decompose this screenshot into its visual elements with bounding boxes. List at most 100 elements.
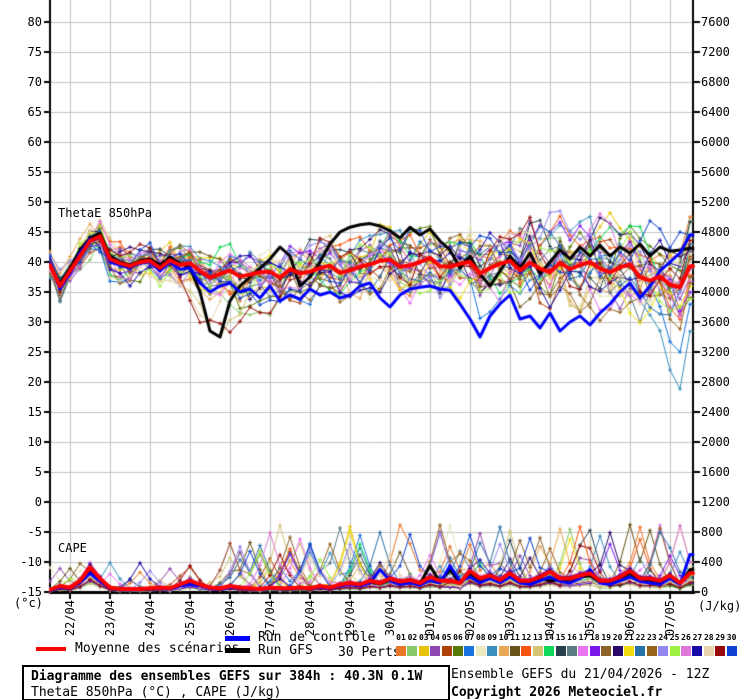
perturbation-number: 30 (726, 633, 737, 642)
y-right-tick-label: 6400 (701, 105, 730, 119)
perturbation-color-swatch (624, 646, 634, 656)
y-right-tick-label: 1200 (701, 495, 730, 509)
ensemble-spaghetti-chart (0, 0, 740, 604)
y-right-tick-label: 800 (701, 525, 723, 539)
legend-control-line-swatch (225, 636, 250, 641)
cape-series-label: CAPE (58, 541, 87, 555)
y-right-tick-label: 4400 (701, 255, 730, 269)
perturbation-color-swatch (532, 646, 543, 656)
perturbation-number: 21 (624, 633, 634, 642)
x-tick-label: 03/05 (503, 600, 517, 637)
perturbation-number: 02 (407, 633, 418, 642)
perturbation-number: 26 (681, 633, 691, 642)
perturbation-number: 17 (578, 633, 589, 642)
perturbation-number: 29 (715, 633, 725, 642)
copyright-text: Copyright 2026 Meteociel.fr (451, 685, 663, 700)
y-right-tick-label: 4800 (701, 225, 730, 239)
perturbation-number: 27 (692, 633, 703, 642)
y-right-tick-label: 400 (701, 555, 723, 569)
perturbation-number: 25 (669, 633, 680, 642)
y-right-tick-label: 5200 (701, 195, 730, 209)
y-right-tick-label: 6000 (701, 135, 730, 149)
perturbation-color-swatch (646, 646, 657, 656)
perturbation-number: 13 (532, 633, 543, 642)
y-right-unit-label: (J/kg) (698, 599, 740, 613)
perturbation-number: 05 (441, 633, 452, 642)
perturbation-number: 24 (658, 633, 668, 642)
x-tick-label: 07/05 (663, 600, 677, 637)
y-left-unit-label: (°c) (14, 596, 43, 610)
perturbation-number: 23 (646, 633, 657, 642)
perturbation-color-swatch (396, 646, 406, 656)
perturbation-color-swatch (544, 646, 555, 656)
perturbation-color-swatch (715, 646, 726, 656)
perturbation-number: 20 (612, 633, 623, 642)
y-right-tick-label: 5600 (701, 165, 730, 179)
perturbation-number: 19 (601, 633, 611, 642)
legend-mean-label: Moyenne des scénarios (75, 641, 240, 656)
perturbation-color-swatch (464, 646, 475, 656)
perturbation-color-swatch (487, 646, 498, 656)
perturbation-number: 10 (498, 633, 509, 642)
perturbation-color-swatch (555, 646, 566, 656)
perturbation-number: 16 (567, 633, 577, 642)
y-left-tick-label: 75 (27, 45, 42, 59)
y-right-tick-label: 7200 (701, 45, 730, 59)
y-right-tick-label: 1600 (701, 465, 730, 479)
x-tick-label: 25/04 (183, 600, 197, 637)
perturbation-number: 22 (635, 633, 646, 642)
perturbation-color-swatch (692, 646, 703, 656)
legend-mean-line-swatch (36, 647, 66, 651)
y-left-tick-label: 5 (34, 465, 42, 479)
perturbation-color-swatch (589, 646, 600, 656)
legend-perturbations-label: 30 Perts. (338, 645, 409, 660)
y-right-tick-label: 4000 (701, 285, 730, 299)
legend-control-label: Run de contrôle (258, 630, 376, 645)
perturbation-color-swatch (567, 646, 577, 656)
y-left-tick-label: 65 (27, 105, 42, 119)
perturbation-color-swatch (726, 646, 737, 656)
thetae-series-label: ThetaE 850hPa (58, 206, 152, 220)
legend-gfs-line-swatch (225, 648, 250, 653)
y-left-tick-label: 25 (27, 345, 42, 359)
perturbation-color-swatch (669, 646, 680, 656)
y-left-tick-label: 55 (27, 165, 42, 179)
y-left-tick-label: 10 (27, 435, 42, 449)
perturbation-color-swatch (601, 646, 612, 656)
perturbation-number: 07 (464, 633, 475, 642)
y-left-tick-label: 20 (27, 375, 42, 389)
legend-gfs-label: Run GFS (258, 643, 313, 658)
y-right-tick-label: 0 (701, 585, 709, 599)
perturbation-number: 12 (521, 633, 532, 642)
perturbation-color-swatch (453, 646, 463, 656)
x-tick-label: 23/04 (103, 600, 117, 637)
x-tick-label: 06/05 (623, 600, 637, 637)
perturbation-number: 14 (544, 633, 554, 642)
perturbation-color-swatch (658, 646, 669, 656)
perturbation-number: 15 (555, 633, 566, 642)
y-right-tick-label: 3200 (701, 345, 730, 359)
perturbation-number: 03 (418, 633, 429, 642)
perturbation-color-swatch (578, 646, 589, 656)
y-left-tick-label: 40 (27, 255, 42, 269)
y-left-tick-label: 0 (34, 495, 42, 509)
y-left-tick-label: 70 (27, 75, 42, 89)
y-left-tick-label: 15 (27, 405, 42, 419)
perturbation-color-swatch (521, 646, 532, 656)
x-tick-label: 02/05 (463, 600, 477, 637)
x-tick-label: 30/04 (383, 600, 397, 637)
y-right-tick-label: 2400 (701, 405, 730, 419)
y-right-tick-label: 6800 (701, 75, 730, 89)
y-left-tick-label: 35 (27, 285, 42, 299)
y-left-tick-label: 45 (27, 225, 42, 239)
perturbation-color-swatch (510, 646, 520, 656)
perturbation-color-swatch (703, 646, 714, 656)
x-tick-label: 26/04 (223, 600, 237, 637)
x-tick-label: 24/04 (143, 600, 157, 637)
perturbation-number: 06 (453, 633, 463, 642)
perturbation-color-swatch (681, 646, 691, 656)
y-left-tick-label: 80 (27, 15, 42, 29)
perturbation-color-swatch (612, 646, 623, 656)
y-right-tick-label: 7600 (701, 15, 730, 29)
perturbation-number: 28 (703, 633, 714, 642)
